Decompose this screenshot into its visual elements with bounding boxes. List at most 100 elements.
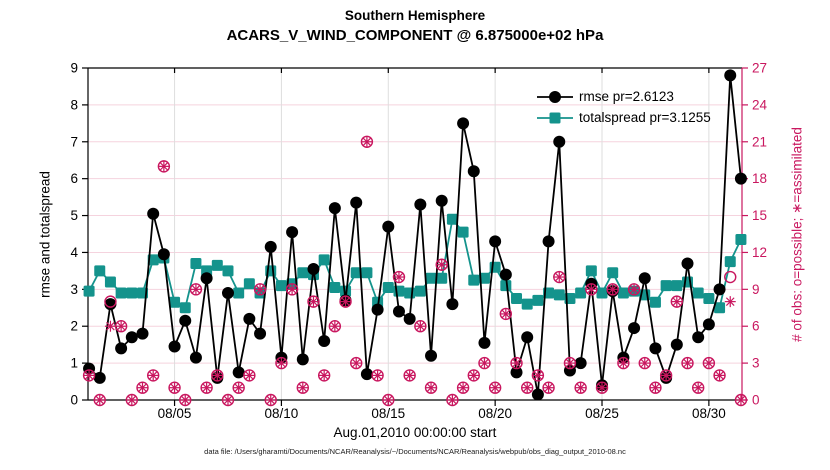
y-tick-label-right: 15 (752, 208, 767, 223)
totalspread-marker (83, 285, 95, 297)
totalspread-series (83, 213, 747, 314)
obs-assimilated-marker (649, 382, 661, 394)
rmse-marker (467, 165, 480, 178)
obs-assimilated-marker (115, 320, 127, 332)
obs-assimilated-marker (137, 382, 148, 394)
y-axis-label-left: rmse and totalspread (37, 171, 53, 298)
legend-label-rmse: rmse pr=2.6123 (579, 89, 674, 104)
rmse-marker (457, 117, 470, 130)
obs-assimilated-marker (94, 394, 106, 406)
rmse-marker (392, 305, 405, 318)
y-tick-label-right: 9 (752, 282, 760, 297)
obs-assimilated-marker (222, 394, 234, 406)
rmse-marker (414, 198, 427, 211)
rmse-marker (254, 327, 267, 340)
totalspread-marker (617, 287, 629, 299)
totalspread-marker (104, 276, 116, 288)
totalspread-marker (169, 296, 181, 308)
obs-assimilated-marker (104, 320, 116, 332)
rmse-marker (232, 366, 245, 379)
obs-assimilated-marker (147, 369, 159, 381)
legend-entry-totalspread: totalspread pr=3.1255 (536, 107, 711, 128)
x-tick-label: 08/05 (158, 406, 192, 421)
obs-assimilated-marker (596, 382, 608, 394)
rmse-marker (446, 298, 459, 311)
rmse-marker (221, 287, 234, 300)
totalspread-marker (361, 267, 373, 279)
obs-assimilated-marker (553, 271, 565, 283)
rmse-marker (435, 194, 448, 207)
totalspread-marker (660, 280, 672, 292)
rmse-marker (264, 240, 277, 253)
rmse-marker (318, 334, 331, 347)
totalspread-marker (457, 226, 469, 238)
rmse-marker (200, 272, 213, 285)
rmse-marker (157, 248, 170, 261)
obs-assimilated-marker (446, 394, 458, 406)
y-tick-label-right: 21 (752, 134, 767, 149)
obs-assimilated-marker (275, 357, 287, 369)
obs-assimilated-marker (201, 382, 213, 394)
totalspread-marker (329, 281, 341, 293)
totalspread-marker (521, 298, 533, 310)
totalspread-marker (478, 272, 490, 284)
obs-assimilated-marker (329, 320, 341, 332)
obs-assimilated-marker (543, 382, 555, 394)
y-tick-label-left: 1 (70, 356, 78, 371)
obs-assimilated-marker (468, 369, 480, 381)
obs-assimilated-marker (585, 283, 597, 295)
data-file-caption: data file: /Users/gharamti/Documents/NCA… (204, 447, 626, 456)
rmse-marker (499, 268, 512, 281)
y-tick-label-left: 9 (70, 61, 78, 76)
obs-assimilated-marker (190, 283, 202, 295)
rmse-marker (692, 331, 705, 344)
axes (87, 67, 743, 401)
totalspread-marker (649, 296, 661, 308)
rmse-marker (371, 303, 384, 316)
obs-assimilated-marker (425, 382, 437, 394)
obs-assimilated-marker (500, 308, 512, 320)
y-tick-label-left: 5 (70, 208, 78, 223)
rmse-marker (350, 196, 363, 209)
obs-assimilated-marker (703, 357, 715, 369)
obs-assimilated-marker (607, 283, 619, 295)
rmse-marker (189, 351, 202, 364)
totalspread-marker (724, 256, 736, 268)
chart-title: Southern Hemisphere (344, 8, 486, 23)
obs-assimilated-marker (660, 369, 672, 381)
y-tick-label-right: 3 (752, 356, 760, 371)
totalspread-marker (500, 280, 512, 292)
rmse-marker (179, 314, 192, 327)
rmse-legend-marker (537, 90, 573, 103)
obs-assimilated-marker (457, 382, 469, 394)
rmse-marker (521, 331, 534, 344)
obs-assimilated-marker (436, 259, 448, 271)
obs-assimilated-marker (169, 382, 181, 394)
obs-assimilated-marker (564, 357, 576, 369)
y-tick-label-right: 0 (752, 393, 760, 408)
obs-assimilated-marker (297, 382, 309, 394)
y-tick-label-right: 18 (752, 171, 767, 186)
totalspread-marker (532, 294, 544, 306)
obs-assimilated-marker (243, 369, 255, 381)
rmse-marker (307, 263, 320, 276)
totalspread-marker (190, 258, 202, 270)
rmse-marker (382, 220, 395, 233)
totalspread-marker (382, 281, 394, 293)
obs-assimilated-marker (489, 382, 501, 394)
obs-assimilated-marker (307, 296, 319, 308)
legend: rmse pr=2.6123 totalspread pr=3.1255 (536, 86, 711, 128)
rmse-marker (542, 235, 555, 248)
obs-assimilated-marker (83, 369, 95, 381)
totalspread-marker (318, 254, 330, 266)
totalspread-marker (340, 285, 352, 297)
rmse-marker (670, 338, 683, 351)
obs-assimilated-marker (714, 369, 726, 381)
totalspread-marker (126, 287, 138, 299)
obs-assimilated-marker (286, 283, 298, 295)
totalspread-marker (414, 285, 426, 297)
rmse-marker (638, 272, 651, 285)
obs-assimilated-marker (521, 382, 533, 394)
totalspread-marker (179, 302, 191, 314)
